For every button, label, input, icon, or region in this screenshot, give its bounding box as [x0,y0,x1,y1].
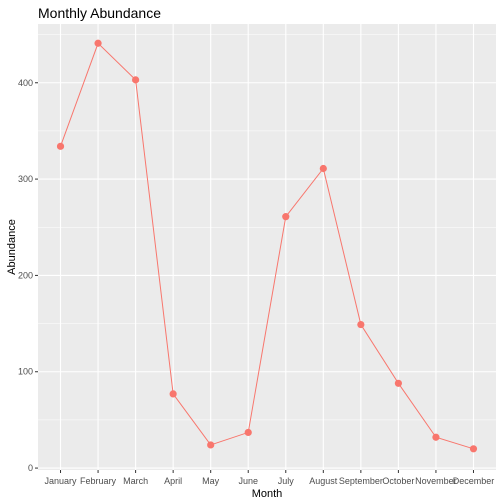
data-series [56,39,478,453]
y-tick-label: 100 [18,367,33,377]
data-point [169,390,177,398]
x-tick-label: August [309,476,338,486]
data-point [244,428,252,437]
chart-title: Monthly Abundance [38,5,161,21]
data-point [469,445,478,453]
x-tick-label: February [80,476,117,486]
y-axis-title: Abundance [6,219,18,275]
data-point [56,142,65,150]
x-tick-label: March [123,476,148,486]
y-axis: 0 100 200 300 400 [18,78,38,473]
series-line [60,42,474,450]
data-point [94,39,102,47]
data-point [282,213,290,221]
data-point [207,441,215,449]
data-point [357,320,365,329]
x-tick-label: January [45,476,78,486]
data-point [394,379,402,387]
data-point [432,433,440,441]
y-tick-label: 400 [18,78,33,88]
x-tick-label: November [415,476,457,486]
x-tick-label: June [238,476,258,486]
data-point [319,164,327,173]
x-tick-label: December [453,476,495,486]
y-tick-label: 300 [18,174,33,184]
y-tick-label: 0 [28,463,33,473]
x-tick-label: July [278,476,295,486]
plot-panel [38,24,496,470]
data-point [132,76,140,84]
y-tick-label: 200 [18,270,33,280]
x-axis-title: Month [252,488,283,500]
x-tick-label: October [382,476,414,486]
x-tick-label: May [202,476,220,486]
x-axis: January February March April May June July Augu… [45,470,495,486]
x-tick-label: April [164,476,182,486]
x-tick-label: September [339,476,383,486]
